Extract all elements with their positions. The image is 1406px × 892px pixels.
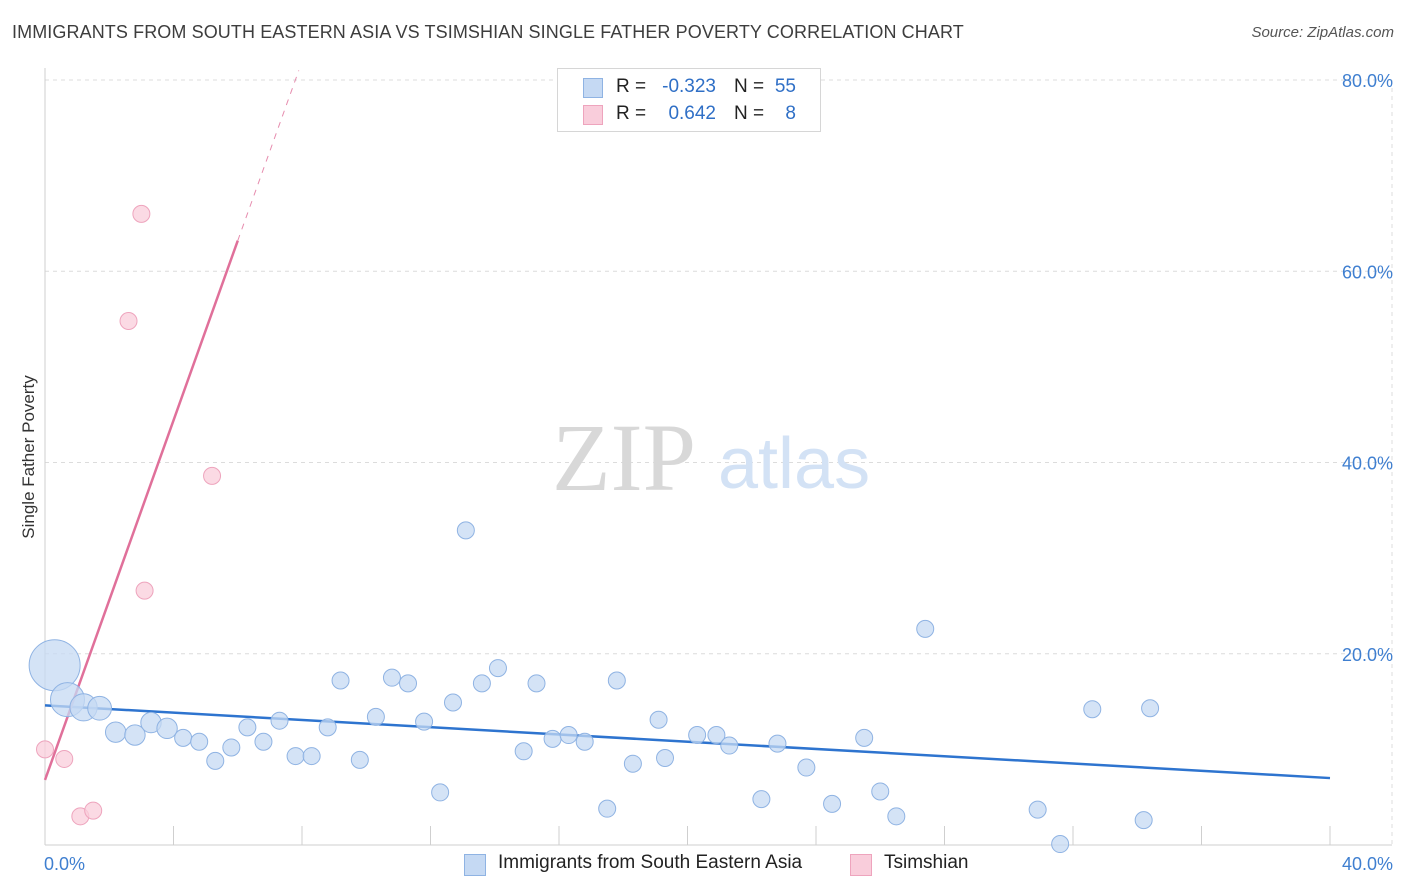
- point-immigrants: [649, 710, 668, 729]
- y-tick-label: 20.0%: [1342, 645, 1393, 665]
- point-immigrants: [124, 724, 146, 746]
- point-immigrants: [887, 807, 906, 826]
- legend-swatch-blue: [583, 78, 603, 98]
- trend-line-immigrants: [44, 704, 1331, 780]
- legend-swatch-pink: [850, 854, 872, 876]
- y-tick-label: 60.0%: [1342, 262, 1393, 282]
- point-immigrants: [1051, 835, 1070, 854]
- point-immigrants: [431, 783, 450, 802]
- point-tsimshian: [55, 749, 74, 768]
- legend-n-value: 8: [785, 103, 796, 124]
- trend-line-tsimshian-extension: [237, 70, 300, 241]
- point-immigrants: [366, 707, 385, 726]
- point-immigrants: [823, 794, 842, 813]
- y-tick-label: 40.0%: [1342, 454, 1393, 474]
- point-immigrants: [855, 728, 874, 747]
- point-immigrants: [707, 726, 726, 745]
- legend-r-label: R =: [616, 76, 647, 97]
- legend-label-immigrants: Immigrants from South Eastern Asia: [498, 852, 803, 873]
- point-immigrants: [472, 674, 491, 693]
- chart-title: IMMIGRANTS FROM SOUTH EASTERN ASIA VS TS…: [12, 22, 964, 42]
- y-axis-label: Single Father Poverty: [19, 375, 38, 539]
- point-immigrants: [598, 799, 617, 818]
- legend-label-tsimshian: Tsimshian: [884, 852, 969, 873]
- point-immigrants: [514, 742, 533, 761]
- legend-swatch-pink: [583, 105, 603, 125]
- point-immigrants: [720, 736, 739, 755]
- correlation-legend: R = -0.323 N = 55 R = 0.642 N = 8: [557, 68, 821, 132]
- legend-n-value: 55: [774, 76, 796, 97]
- legend-swatch-blue: [464, 854, 486, 876]
- x-tick-label: 40.0%: [1342, 854, 1393, 874]
- point-immigrants: [527, 674, 546, 693]
- point-immigrants: [1083, 700, 1102, 719]
- point-immigrants: [156, 717, 178, 740]
- x-tick-label: 0.0%: [44, 854, 85, 874]
- point-immigrants: [270, 711, 289, 730]
- point-immigrants: [575, 732, 594, 751]
- point-immigrants: [916, 619, 935, 638]
- point-immigrants: [399, 674, 418, 693]
- point-immigrants: [797, 758, 816, 777]
- point-tsimshian: [119, 311, 138, 330]
- legend-n-label: N =: [734, 76, 765, 97]
- watermark: ZIP atlas: [552, 404, 870, 511]
- point-immigrants: [238, 718, 257, 737]
- point-immigrants: [623, 754, 642, 773]
- point-immigrants: [104, 721, 127, 743]
- point-immigrants: [488, 659, 507, 678]
- watermark-zip: ZIP: [552, 404, 696, 511]
- point-immigrants: [871, 782, 890, 801]
- point-tsimshian: [135, 581, 154, 600]
- point-immigrants: [206, 751, 225, 770]
- point-immigrants: [254, 732, 273, 751]
- source-label: Source: ZipAtlas.com: [1251, 24, 1394, 41]
- x-tick-labels: 0.0% 40.0%: [44, 854, 1393, 874]
- point-immigrants: [331, 671, 350, 690]
- point-immigrants: [286, 747, 305, 766]
- point-immigrants: [1028, 800, 1047, 819]
- point-immigrants: [382, 668, 401, 687]
- grid-lines: [45, 79, 1393, 845]
- point-immigrants: [752, 790, 771, 809]
- point-tsimshian: [36, 740, 54, 759]
- point-immigrants: [543, 729, 562, 748]
- point-immigrants: [768, 734, 787, 753]
- legend-row-pink: R = 0.642 N = 8: [558, 101, 820, 127]
- legend-r-label: R =: [616, 103, 647, 124]
- point-immigrants: [174, 728, 193, 747]
- point-tsimshian: [203, 466, 222, 485]
- point-immigrants: [415, 712, 434, 731]
- point-tsimshian: [132, 204, 151, 223]
- point-immigrants: [607, 671, 626, 690]
- point-immigrants: [318, 718, 337, 737]
- point-immigrants: [559, 726, 578, 745]
- point-immigrants: [1141, 699, 1160, 718]
- legend-r-value: -0.323: [662, 76, 716, 97]
- y-tick-label: 80.0%: [1342, 71, 1393, 91]
- y-tick-labels: 20.0% 40.0% 60.0% 80.0%: [1342, 71, 1393, 665]
- point-immigrants: [222, 738, 241, 757]
- watermark-atlas: atlas: [718, 424, 870, 504]
- legend-row-blue: R = -0.323 N = 55: [558, 74, 820, 100]
- point-immigrants: [302, 747, 321, 766]
- point-tsimshian: [84, 801, 103, 820]
- point-immigrants: [688, 726, 707, 745]
- point-immigrants: [1134, 811, 1153, 830]
- series-legend: Immigrants from South Eastern Asia Tsims…: [0, 852, 1406, 878]
- point-immigrants: [443, 693, 462, 712]
- axes: [44, 68, 1392, 846]
- legend-n-label: N =: [734, 103, 765, 124]
- point-immigrants: [87, 695, 113, 721]
- legend-r-value: 0.642: [668, 103, 716, 124]
- data-points: [28, 204, 1160, 854]
- point-immigrants: [456, 521, 475, 540]
- point-immigrants: [656, 748, 675, 767]
- point-immigrants: [190, 732, 209, 751]
- point-immigrants: [350, 750, 369, 769]
